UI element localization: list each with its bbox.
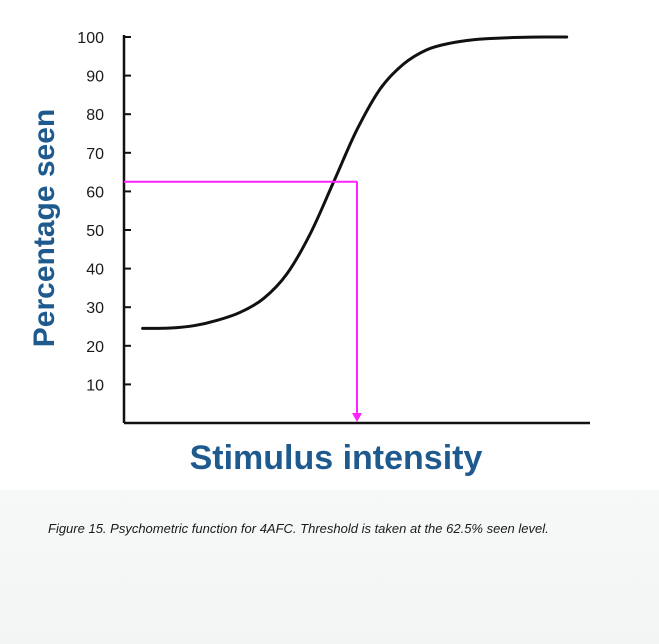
- y-tick-label: 30: [86, 300, 104, 317]
- y-tick-label: 60: [86, 184, 104, 201]
- y-tick-label: 100: [77, 30, 104, 47]
- caption-area: [0, 490, 659, 644]
- y-tick-label: 50: [86, 223, 104, 240]
- threshold-arrowhead: [352, 413, 362, 422]
- x-axis-title: Stimulus intensity: [190, 439, 483, 477]
- y-tick-label: 10: [86, 377, 104, 394]
- psychometric-chart: 10 20 30 40 50 60 70 80 90 100 Percentage seen St…: [28, 30, 590, 477]
- y-axis-title: Percentage seen: [28, 109, 61, 347]
- figure-area: [0, 0, 659, 490]
- y-tick-label: 70: [86, 146, 104, 163]
- psychometric-curve: [141, 35, 569, 330]
- y-tick-label: 20: [86, 339, 104, 356]
- y-tick-label: 40: [86, 262, 104, 279]
- y-tick-labels: 10 20 30 40 50 60 70 80 90 100: [77, 30, 104, 394]
- y-tick-label: 90: [86, 69, 104, 86]
- y-tick-label: 80: [86, 107, 104, 124]
- figure-caption: Figure 15. Psychometric function for 4AF…: [48, 521, 549, 536]
